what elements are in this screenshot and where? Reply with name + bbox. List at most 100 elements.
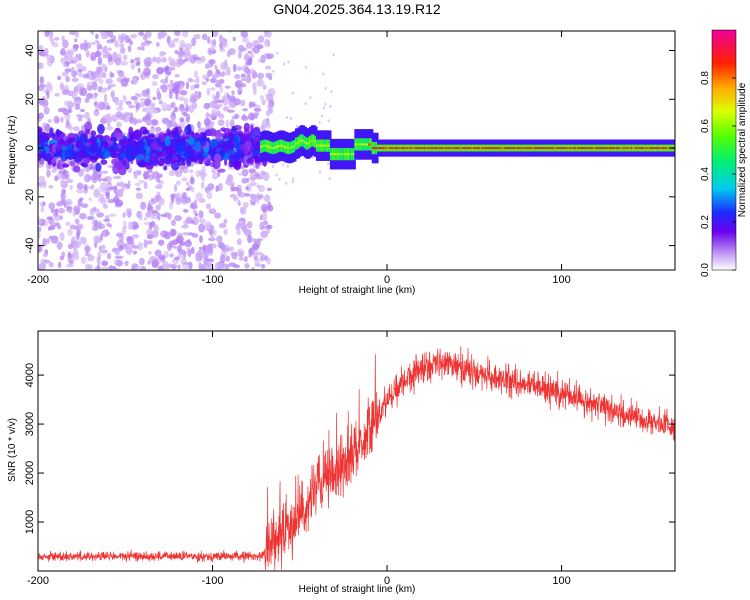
spectrogram-noise-cell [115, 111, 123, 118]
spectrogram-band-cell [200, 136, 207, 147]
spectrogram-noise-cell [127, 45, 132, 53]
spectrogram-noise-cell [173, 184, 178, 192]
spectrogram-noise-cell [119, 43, 125, 48]
spectrogram-peak-cell [469, 147, 473, 150]
spectrogram-peak-cell [661, 147, 665, 150]
spectrogram-noise-cell [167, 56, 172, 62]
spectrogram-noise-cell [151, 73, 159, 80]
spectrogram-noise-cell [106, 39, 113, 44]
spectrogram-band-cell [84, 121, 93, 132]
spectrogram-noise-cell [174, 256, 181, 261]
spectrogram-peak-cell [371, 147, 376, 150]
spectrogram-band-cell [104, 150, 111, 159]
spectrogram-noise-cell [97, 213, 105, 217]
spectrogram-peak-cell [399, 147, 404, 150]
spectrogram-noise-cell [135, 170, 139, 180]
spectrogram-noise-cell [245, 186, 250, 191]
spectrogram-noise-cell [248, 56, 253, 64]
spectrogram-noise-cell [186, 113, 191, 123]
spectrogram-noise-cell [91, 174, 98, 184]
spectrogram-noise-cell [174, 31, 179, 35]
spectrogram-noise-cell [328, 177, 331, 181]
spectrogram-peak-cell [497, 147, 501, 150]
spectrogram-band-cell [38, 152, 42, 162]
spectrogram-peak-cell [417, 147, 421, 150]
spectrogram-noise-cell [68, 124, 73, 132]
spectrogram-peak-cell [525, 147, 529, 150]
spectrogram-noise-cell [105, 191, 111, 200]
spectrogram-peak-cell [493, 147, 498, 150]
spectrogram-noise-cell [214, 79, 220, 83]
spectrogram-noise-cell [242, 225, 248, 234]
spectrogram-noise-cell [261, 212, 268, 221]
spectrogram-band-cell [95, 142, 100, 153]
spectrogram-noise-cell [73, 205, 81, 212]
spectrogram-peak-cell [591, 147, 595, 150]
spectrogram-noise-cell [144, 106, 152, 114]
spectrogram-noise-cell [119, 233, 124, 243]
spectrogram-noise-cell [244, 53, 250, 61]
spectrogram-band-cell [234, 141, 241, 150]
spectrogram-noise-cell [67, 243, 74, 250]
spectrogram-noise-cell [102, 204, 109, 210]
spectrogram-band-cell [134, 129, 141, 140]
spectrogram-noise-cell [77, 117, 83, 122]
spectrogram-peak-cell [483, 147, 487, 150]
spectrogram-noise-cell [240, 115, 249, 121]
spectrogram-noise-cell [145, 119, 154, 126]
spectrogram-noise-cell [240, 99, 246, 107]
spectrogram-noise-cell [124, 260, 129, 267]
spectrogram-band-cell [215, 130, 222, 141]
spectrogram-noise-cell [118, 103, 123, 108]
spectrogram-peak-cell [485, 147, 489, 150]
spectrogram-noise-cell [90, 41, 96, 46]
spectrogram-noise-cell [109, 71, 113, 78]
spectrogram-noise-cell [219, 48, 226, 52]
spectrogram-peak-cell [509, 147, 513, 150]
spectrogram-noise-cell [106, 31, 114, 38]
spectrogram-noise-cell [105, 229, 109, 236]
spectrogram-noise-cell [47, 226, 52, 231]
spectrogram-noise-cell [98, 78, 104, 85]
spectrogram-band-cell [189, 154, 198, 163]
spectrogram-noise-cell [194, 83, 200, 89]
spectrogram-noise-cell [66, 49, 70, 56]
spectrogram-peak-cell [514, 147, 519, 150]
spectrogram-noise-cell [81, 203, 89, 209]
spectrogram-noise-cell [98, 221, 102, 230]
spectrogram-noise-cell [106, 252, 112, 260]
spectrogram-noise-cell [192, 102, 198, 109]
spectrogram-noise-cell [151, 80, 158, 87]
spectrogram-band-cell [128, 126, 134, 136]
spectrogram-noise-cell [173, 37, 180, 43]
spectrogram-peak-cell [466, 147, 470, 150]
spectrogram-noise-cell [132, 77, 138, 85]
spectrogram-noise-cell [217, 183, 223, 192]
spectrogram-noise-cell [236, 65, 242, 72]
spectrogram-noise-cell [38, 226, 42, 232]
spectrogram-band-cell [254, 157, 260, 164]
spectrogram-noise-cell [219, 254, 226, 264]
spectrogram-ytick-label: 40 [24, 44, 36, 56]
spectrogram-noise-cell [213, 212, 222, 219]
spectrogram-noise-cell [158, 239, 165, 246]
snr-xtick-label: 0 [384, 575, 390, 587]
spectrogram-noise-cell [172, 245, 177, 249]
spectrogram-noise-cell [60, 57, 66, 64]
spectrogram-noise-cell [223, 70, 231, 76]
spectrogram-noise-cell [162, 107, 167, 112]
spectrogram-band-cell [252, 126, 261, 138]
spectrogram-peak-cell [459, 147, 463, 150]
spectrogram-noise-cell [128, 104, 136, 109]
spectrogram-noise-cell [81, 66, 87, 72]
spectrogram-noise-cell [256, 78, 264, 87]
spectrogram-noise-cell [251, 243, 259, 250]
spectrogram-band-cell [182, 145, 186, 153]
spectrogram-noise-cell [176, 235, 184, 243]
spectrogram-noise-cell [160, 78, 167, 84]
spectrogram-noise-cell [130, 221, 139, 230]
spectrogram-peak-cell [441, 147, 445, 150]
spectrogram-noise-cell [135, 187, 142, 191]
spectrogram-noise-cell [84, 263, 90, 270]
spectrogram-noise-cell [61, 251, 66, 258]
